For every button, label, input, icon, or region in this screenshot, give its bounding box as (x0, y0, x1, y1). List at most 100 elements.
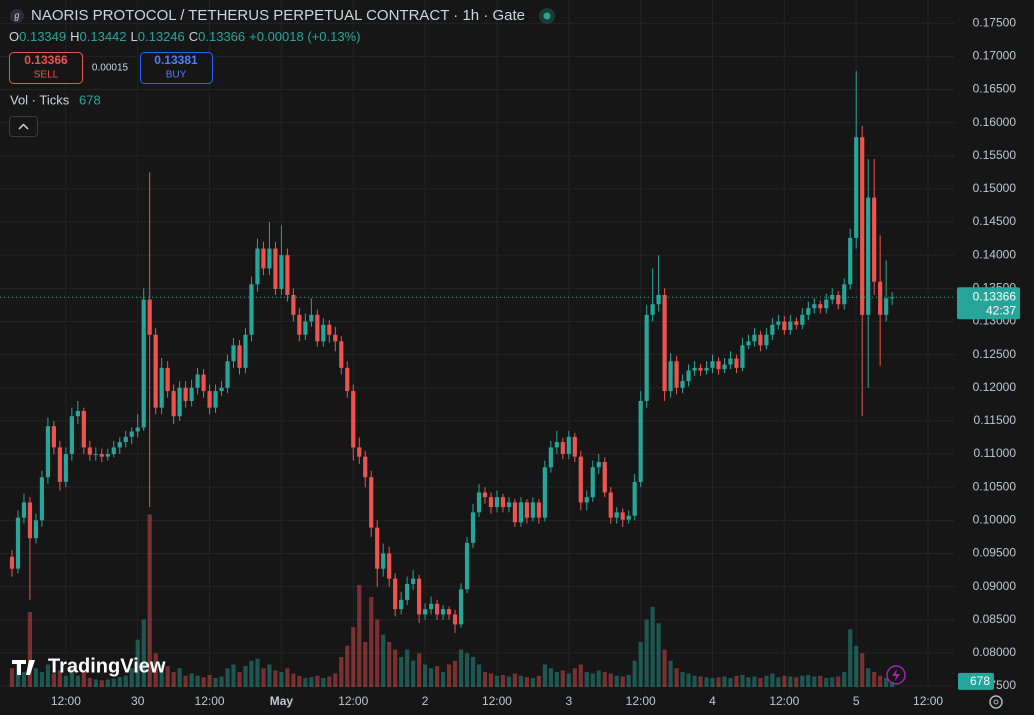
volume-bar (770, 673, 775, 687)
volume-bar (105, 679, 110, 687)
y-tick-label: 0.12500 (973, 347, 1017, 361)
candle-body (740, 345, 745, 368)
candle-body (69, 416, 74, 455)
volume-bar (656, 623, 661, 687)
sell-button[interactable] (9, 52, 83, 84)
volume-bar (512, 673, 518, 687)
candle-body (668, 361, 673, 392)
volume-bar (387, 642, 392, 687)
candle-body (728, 358, 733, 365)
volume-bar (554, 672, 559, 687)
volume-bar (309, 677, 314, 687)
volume-bar (315, 675, 320, 687)
volume-bar (261, 668, 266, 687)
candle-body (375, 527, 380, 569)
grid-layer (0, 0, 955, 690)
x-tick-label: 12:00 (338, 694, 368, 708)
symbol-logo-glyph: ℊ (12, 10, 21, 21)
settings-icon-center (993, 699, 999, 705)
x-tick-label: 30 (131, 694, 145, 708)
candle-body (243, 334, 248, 368)
candle-body (464, 542, 470, 590)
legend-value: 0.13366 (198, 29, 245, 44)
candle-body (800, 314, 805, 325)
candle-body (584, 497, 589, 503)
candle-body (303, 321, 308, 335)
y-tick-label: 0.12000 (973, 380, 1017, 394)
volume-bar (51, 673, 56, 687)
candle-body (141, 299, 146, 428)
candle-body (452, 614, 458, 625)
volume-bar (273, 670, 278, 687)
candle-body (674, 361, 679, 388)
buy-label: BUY (166, 70, 187, 81)
volume-bar (542, 664, 547, 687)
candle-layer (9, 70, 895, 633)
volume-bar (620, 676, 625, 687)
sell-price: 0.13366 (24, 53, 68, 67)
volume-bar (626, 675, 631, 687)
settings-icon[interactable] (989, 695, 1003, 709)
volume-bar (578, 664, 583, 687)
volume-bar (429, 668, 434, 687)
candle-body (530, 502, 535, 518)
candle-body (494, 497, 500, 508)
volume-bar (279, 672, 284, 687)
volume-bar (423, 664, 428, 687)
volume-bar (369, 597, 374, 687)
volume-bar (177, 668, 182, 687)
volume-bar (830, 677, 835, 687)
candle-body (273, 248, 278, 289)
overlay-layer: ℊ NAORIS PROTOCOL / TETHERUS PERPETUAL C… (0, 7, 1020, 709)
legend-key: H (70, 29, 79, 44)
candle-body (566, 436, 571, 455)
collapse-button[interactable] (9, 116, 38, 137)
volume-bar (716, 677, 721, 687)
volume-bar (417, 653, 422, 687)
x-tick-label: May (270, 694, 294, 708)
candle-body (201, 374, 206, 392)
candle-body (63, 454, 68, 482)
y-tick-label: 0.16500 (973, 82, 1017, 96)
candle-body (351, 391, 356, 448)
y-tick-label: 0.14000 (973, 247, 1017, 261)
candle-body (51, 426, 56, 448)
volume-bar (650, 606, 655, 687)
volume-bar (99, 680, 104, 687)
candle-body (249, 284, 254, 335)
candle-body (572, 436, 577, 457)
volume-bar (351, 627, 356, 687)
volume-bar (458, 649, 464, 687)
volume-bar (297, 675, 302, 687)
candle-body (393, 578, 398, 610)
volume-bar (45, 664, 50, 687)
countdown: 42:37 (986, 303, 1016, 317)
x-tick-label: 12:00 (626, 694, 656, 708)
volume-bar (860, 653, 865, 687)
candle-body (171, 391, 176, 417)
candle-body (75, 410, 80, 417)
candle-body (686, 370, 691, 382)
volume-bar (21, 672, 27, 687)
candle-body (255, 248, 260, 285)
volume-bar (488, 673, 494, 687)
candle-body (99, 454, 104, 457)
candle-body (33, 520, 39, 539)
candle-body (237, 345, 242, 368)
x-tick-label: 12:00 (913, 694, 943, 708)
y-tick-label: 0.10500 (973, 479, 1017, 493)
volume-layer (9, 514, 895, 687)
volume-bar (680, 672, 685, 687)
candle-body (518, 502, 524, 523)
volume-bar (159, 664, 164, 687)
volume-bar (638, 642, 643, 687)
candle-body (842, 284, 847, 305)
chart-title: NAORIS PROTOCOL / TETHERUS PERPETUAL CON… (31, 7, 525, 24)
candle-body (626, 515, 631, 520)
volume-bar (662, 649, 667, 687)
volume-bar (548, 668, 553, 687)
volume-bar (776, 677, 781, 687)
volume-bar (195, 675, 200, 687)
alert-icon[interactable] (886, 665, 906, 685)
buy-button[interactable] (140, 52, 213, 84)
